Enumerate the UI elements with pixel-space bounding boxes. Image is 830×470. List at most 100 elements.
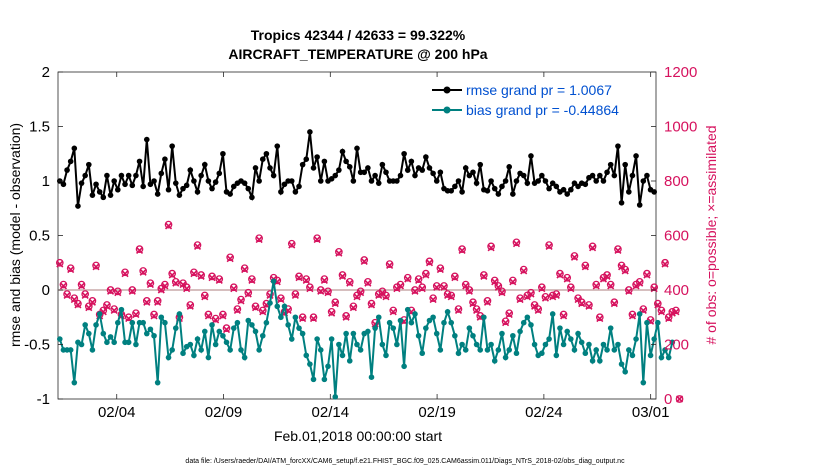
- obs-possible-point: [664, 313, 673, 322]
- bias-point: [390, 325, 397, 331]
- bias-point: [129, 319, 136, 326]
- bias-point: [180, 350, 186, 357]
- bias-point: [662, 347, 668, 353]
- obs-assimilated-point: [643, 271, 651, 279]
- obs-assimilated-point: [415, 276, 423, 285]
- obs-possible-point: [425, 257, 434, 266]
- obs-assimilated-point: [328, 309, 336, 317]
- obs-assimilated-point: [81, 291, 89, 300]
- rmse-point: [575, 183, 581, 190]
- obs-assimilated-point: [161, 282, 169, 290]
- obs-possible-point: [81, 290, 90, 298]
- obs-assimilated-point: [610, 300, 618, 308]
- rmse-point: [176, 192, 183, 198]
- obs-assimilated-point: [219, 312, 227, 320]
- bias-point: [640, 379, 647, 386]
- rmse-point: [230, 183, 237, 190]
- obs-possible-point: [422, 269, 430, 278]
- bias-point: [477, 347, 484, 353]
- rmse-point: [292, 189, 299, 195]
- bias-point: [104, 339, 110, 346]
- rmse-point: [111, 178, 117, 184]
- rmse-point: [484, 188, 491, 194]
- rmse-point: [361, 169, 368, 176]
- rmse-point: [346, 164, 353, 170]
- rmse-point: [180, 185, 186, 192]
- obs-possible-point: [324, 287, 332, 296]
- y-tick-label-right: 400: [664, 282, 689, 299]
- obs-assimilated-point: [288, 241, 296, 249]
- obs-assimilated-point: [675, 395, 684, 403]
- obs-possible-point: [63, 290, 71, 298]
- obs-possible-point: [516, 294, 524, 303]
- bias-point: [278, 314, 284, 321]
- rmse-point: [140, 183, 146, 190]
- bias-point: [549, 311, 556, 317]
- rmse-point: [115, 186, 121, 193]
- x-tick-label: 02/19: [418, 404, 456, 421]
- bias-point: [415, 332, 422, 339]
- obs-assimilated-point: [469, 300, 477, 308]
- y-tick-label-right: 0: [664, 391, 672, 408]
- obs-possible-point: [461, 280, 470, 289]
- obs-assimilated-point: [502, 319, 510, 327]
- obs-assimilated-point: [483, 298, 492, 306]
- obs-assimilated-point: [436, 265, 444, 274]
- rmse-point: [629, 172, 636, 179]
- bias-point: [589, 358, 596, 364]
- obs-assimilated-point: [505, 310, 513, 319]
- rmse-point: [201, 161, 208, 168]
- rmse-point: [524, 180, 531, 186]
- rmse-point: [339, 148, 346, 155]
- obs-possible-point: [675, 395, 684, 403]
- obs-possible-point: [226, 253, 235, 262]
- y-tick-label-right: 800: [664, 173, 689, 190]
- axis-layer: -1 -0.5 0 0.5 1 1.5 2 0 200 400 600 800 1000 1200 02/0…: [24, 64, 697, 421]
- obs-assimilated-point: [487, 244, 495, 252]
- obs-assimilated-point: [241, 265, 249, 274]
- obs-possible-point: [77, 280, 86, 289]
- bias-point: [82, 322, 88, 328]
- obs-possible-point: [331, 298, 340, 307]
- rmse-point: [560, 186, 567, 193]
- obs-possible-point: [139, 267, 148, 275]
- obs-possible-point: [186, 301, 195, 309]
- bias-point: [375, 314, 382, 321]
- obs-possible-point: [295, 272, 303, 281]
- bias-point: [67, 347, 74, 353]
- rmse-point: [365, 165, 371, 171]
- rmse-point: [133, 172, 139, 179]
- obs-assimilated-point: [193, 242, 202, 250]
- bias-point: [325, 363, 331, 370]
- obs-possible-point: [320, 275, 329, 283]
- bias-point: [212, 341, 219, 348]
- bias-point: [256, 347, 262, 353]
- rmse-point: [615, 143, 621, 149]
- obs-assimilated-point: [172, 279, 180, 287]
- y-tick-label-right: 600: [664, 228, 689, 245]
- x-tick-label: 02/04: [98, 404, 136, 421]
- bias-point: [488, 341, 494, 348]
- obs-possible-point: [146, 279, 155, 288]
- bias-point: [165, 354, 172, 361]
- bias-point: [162, 319, 168, 326]
- obs-possible-point: [142, 297, 151, 305]
- obs-assimilated-point: [556, 271, 564, 279]
- obs-possible-point: [168, 269, 177, 278]
- rmse-point: [165, 186, 172, 193]
- obs-possible-point: [527, 288, 535, 297]
- rmse-point: [299, 161, 306, 168]
- obs-assimilated-point: [567, 285, 575, 293]
- y-tick-label-right: 200: [664, 337, 689, 354]
- obs-assimilated-point: [425, 259, 434, 267]
- obs-assimilated-point: [110, 306, 118, 315]
- rmse-point: [571, 180, 578, 186]
- rmse-point: [96, 189, 103, 195]
- rmse-point: [288, 178, 295, 184]
- obs-possible-point: [545, 241, 553, 249]
- rmse-point: [462, 165, 469, 171]
- bias-point: [111, 339, 117, 346]
- bias-point: [658, 354, 665, 361]
- rmse-point: [354, 145, 360, 152]
- rmse-point: [64, 167, 70, 173]
